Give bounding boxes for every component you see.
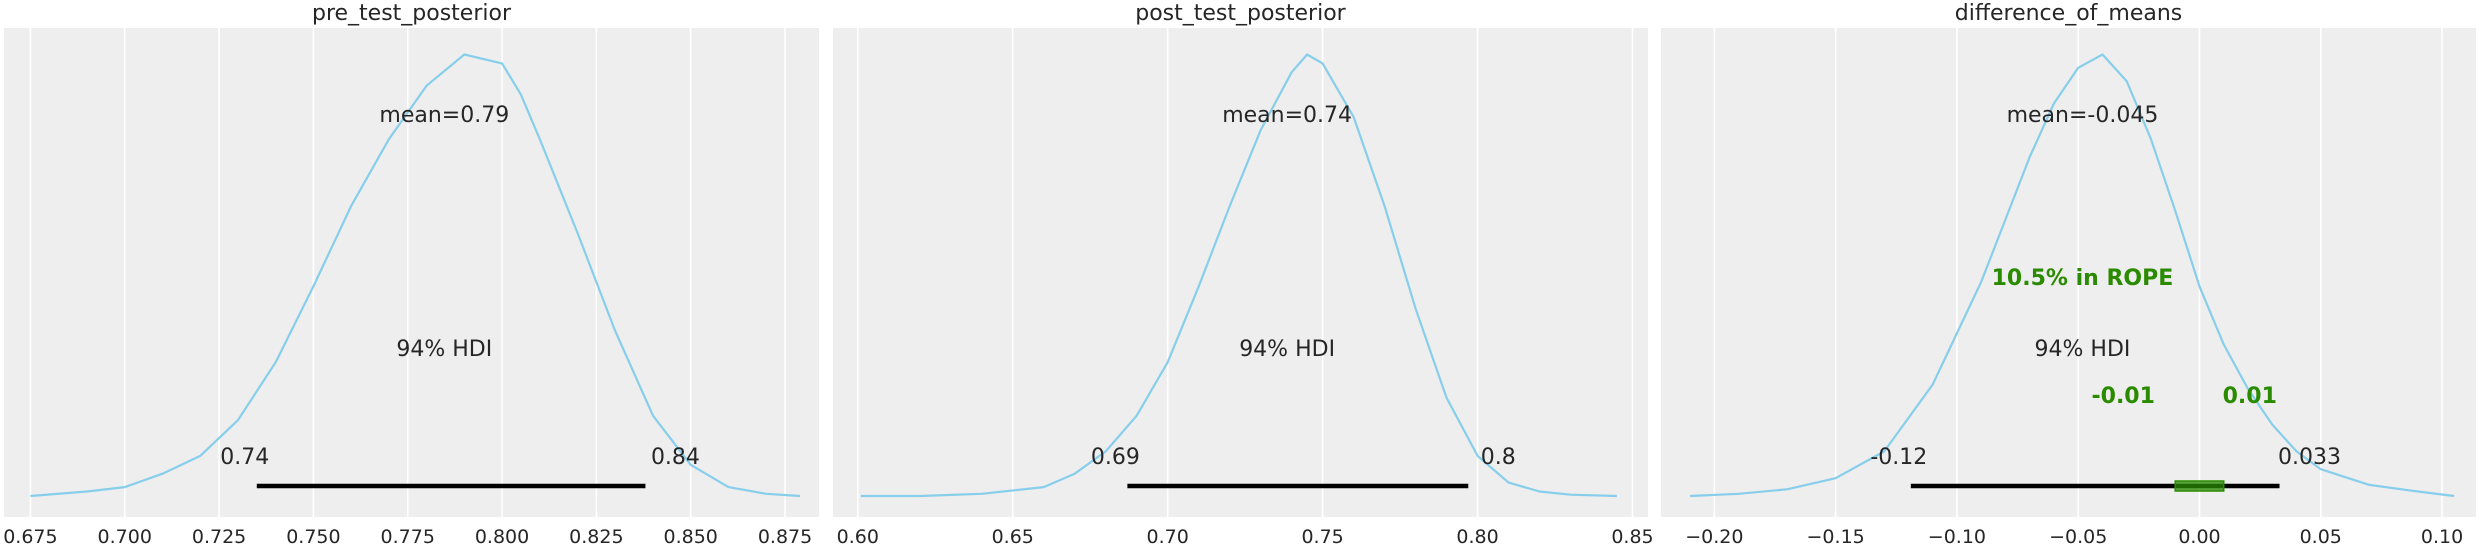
x-tick-label: 0.675 bbox=[3, 526, 57, 548]
plot-area bbox=[1661, 28, 2476, 517]
x-tick-label: 0.750 bbox=[286, 526, 340, 548]
hdi-low-label: 0.69 bbox=[1091, 445, 1140, 470]
x-tick-label: 0.800 bbox=[475, 526, 529, 548]
x-tick-label: −0.05 bbox=[2049, 526, 2107, 548]
hdi-high-label: 0.84 bbox=[651, 445, 700, 470]
x-tick-label: 0.00 bbox=[2178, 526, 2220, 548]
x-tick-label: −0.15 bbox=[1807, 526, 1865, 548]
panel-title: difference_of_means bbox=[1955, 1, 2183, 26]
panel-title: pre_test_posterior bbox=[312, 1, 512, 26]
mean-label: mean=0.79 bbox=[379, 103, 509, 128]
x-tick-label: 0.10 bbox=[2421, 526, 2463, 548]
rope-label: 10.5% in ROPE bbox=[1992, 266, 2174, 291]
mean-label: mean=-0.045 bbox=[2007, 103, 2159, 128]
x-tick-label: 0.80 bbox=[1456, 526, 1498, 548]
x-tick-label: 0.05 bbox=[2300, 526, 2342, 548]
density-curve bbox=[30, 53, 801, 498]
hdi-label: 94% HDI bbox=[1239, 337, 1335, 362]
x-tick-label: 0.775 bbox=[381, 526, 435, 548]
hdi-label: 94% HDI bbox=[396, 337, 492, 362]
rope-low-label: -0.01 bbox=[2092, 384, 2155, 409]
density-curve bbox=[860, 53, 1618, 498]
hdi-high-label: 0.033 bbox=[2278, 445, 2341, 470]
panel-title: post_test_posterior bbox=[1135, 1, 1346, 26]
x-tick-label: 0.65 bbox=[992, 526, 1034, 548]
x-tick-label: 0.700 bbox=[98, 526, 152, 548]
hdi-label: 94% HDI bbox=[2035, 337, 2131, 362]
x-tick-label: 0.75 bbox=[1301, 526, 1343, 548]
x-tick-label: −0.10 bbox=[1928, 526, 1986, 548]
x-tick-label: 0.850 bbox=[664, 526, 718, 548]
x-tick-label: 0.875 bbox=[758, 526, 812, 548]
rope-band bbox=[2174, 480, 2225, 492]
x-tick-label: 0.725 bbox=[192, 526, 246, 548]
x-tick-label: 0.825 bbox=[569, 526, 623, 548]
mean-label: mean=0.74 bbox=[1222, 103, 1352, 128]
hdi-high-label: 0.8 bbox=[1481, 445, 1516, 470]
panel-1: 0.675 0.700 0.725 0.750 0.775 0.800 0.825 0.850… bbox=[3, 1, 819, 548]
rope-high-label: 0.01 bbox=[2223, 384, 2277, 409]
plot-area bbox=[4, 28, 819, 517]
hdi-low-label: -0.12 bbox=[1870, 445, 1927, 470]
x-tick-label: 0.60 bbox=[837, 526, 879, 548]
panel-2: 0.60 0.65 0.70 0.75 0.80 0.85 post_test_poster… bbox=[833, 1, 1654, 548]
x-tick-label: 0.85 bbox=[1611, 526, 1653, 548]
plot-area bbox=[833, 28, 1648, 517]
density-curve bbox=[1690, 53, 2455, 498]
x-tick-label: −0.20 bbox=[1685, 526, 1743, 548]
x-tick-label: 0.70 bbox=[1147, 526, 1189, 548]
panel-3: −0.20 −0.15 −0.10 −0.05 0.00 0.05 0.10 differen… bbox=[1661, 1, 2476, 548]
hdi-low-label: 0.74 bbox=[220, 445, 269, 470]
